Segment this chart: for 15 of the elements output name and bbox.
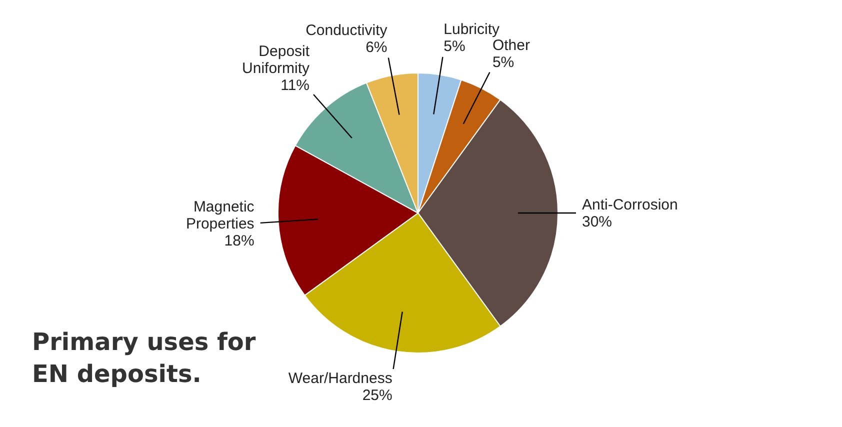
data-label: 5% [444,38,466,56]
slice-label: Anti-Corrosion [582,196,678,214]
data-label: 6% [366,38,388,56]
slice-label: Wear/Hardness [288,370,392,387]
data-label: 18% [224,232,254,250]
slice-label: Conductivity [306,22,388,39]
data-label: 5% [492,54,514,71]
data-label: 25% [362,386,392,404]
data-label: 30% [582,214,612,230]
text: Primary uses for EN deposits. [32,327,257,390]
slice-label: Deposit Uniformity [242,42,310,77]
data-label: 11% [280,76,310,94]
slice-label: Lubricity [444,21,500,38]
slice-label: Magnetic Properties [186,198,255,232]
slice-label: Other [492,36,530,54]
